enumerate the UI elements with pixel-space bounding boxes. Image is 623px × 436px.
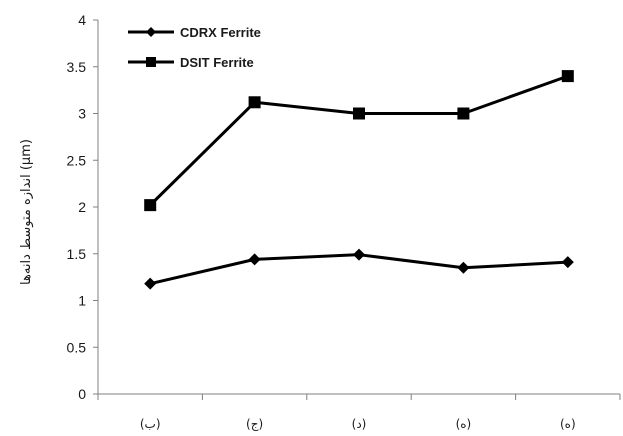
y-axis: 0 0.5 1 1.5 2 2.5 3 3.5 4 <box>67 12 99 402</box>
y-tick-label: 3.5 <box>67 59 87 75</box>
x-tick-label: (د) <box>352 417 367 431</box>
legend-label: DSIT Ferrite <box>180 55 254 70</box>
series-layer <box>144 70 574 290</box>
data-point-square <box>353 107 365 120</box>
data-point-square <box>248 96 261 109</box>
data-point-square <box>144 199 157 212</box>
data-point-diamond <box>248 253 261 266</box>
y-tick-label: 2 <box>78 199 86 215</box>
x-tick-label: (ه) <box>560 417 576 431</box>
y-tick-label: 1 <box>78 293 86 309</box>
legend-marker-square <box>146 57 156 67</box>
data-point-square <box>457 107 470 120</box>
y-tick-label: 1.5 <box>67 246 87 262</box>
series-line <box>149 74 569 207</box>
y-tick-label: 2.5 <box>67 152 87 168</box>
legend-marker-diamond <box>146 27 156 37</box>
x-tick-label: (ج) <box>246 417 263 431</box>
y-tick-label: 0.5 <box>67 339 87 355</box>
x-tick-label: (ب) <box>140 417 161 431</box>
data-point-diamond <box>561 256 574 269</box>
y-tick-label: 0 <box>78 386 86 402</box>
data-point-diamond <box>353 248 365 261</box>
y-tick-label: 4 <box>78 12 86 28</box>
data-point-square <box>561 70 574 83</box>
y-tick-label: 3 <box>78 106 86 122</box>
x-tick-label: (ه) <box>456 417 472 431</box>
legend: CDRX Ferrite DSIT Ferrite <box>128 25 261 70</box>
x-axis: (ب) (ج) (د) (ه) (ه) <box>97 393 621 431</box>
legend-label: CDRX Ferrite <box>180 25 261 40</box>
y-axis-label: اندازه متوسط دانه‌ها (μm) <box>19 139 34 285</box>
data-point-diamond <box>457 261 470 274</box>
data-point-diamond <box>144 277 157 290</box>
